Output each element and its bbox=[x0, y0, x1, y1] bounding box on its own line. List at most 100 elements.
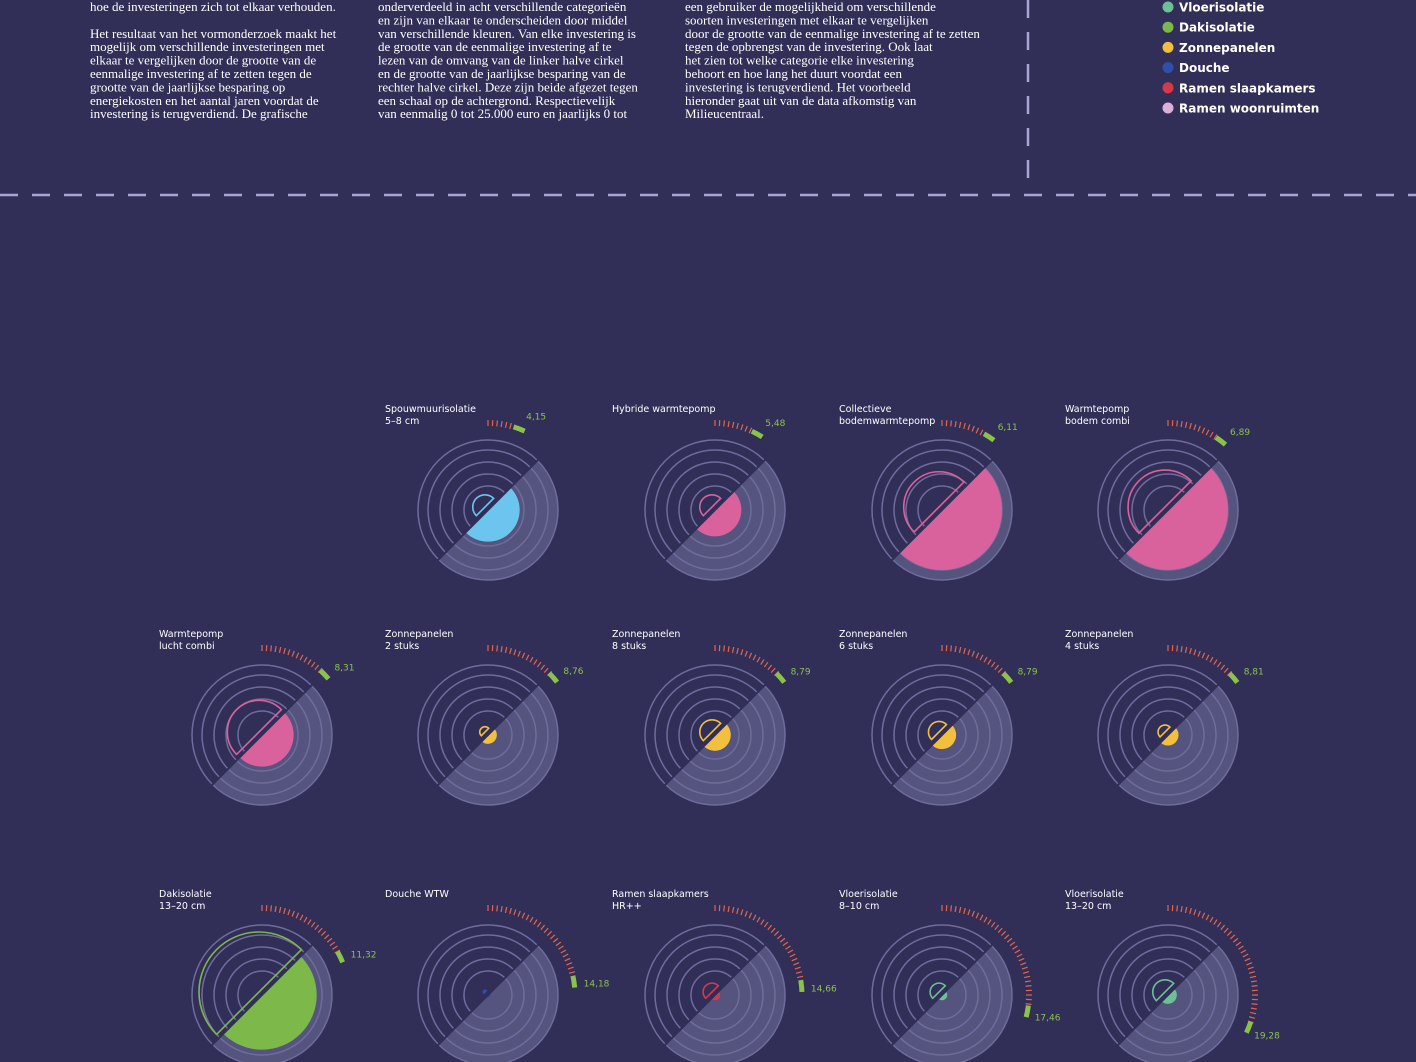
payback-tick bbox=[513, 649, 517, 656]
payback-tick bbox=[1251, 1003, 1258, 1006]
payback-tick bbox=[533, 659, 538, 665]
payback-ticks bbox=[487, 905, 576, 974]
payback-tick bbox=[752, 654, 757, 661]
scale-ring bbox=[881, 674, 1003, 796]
payback-tick bbox=[975, 912, 980, 919]
scale-ring bbox=[678, 473, 752, 547]
payback-tick bbox=[1004, 934, 1010, 940]
payback-tick bbox=[320, 930, 327, 937]
payback-label: 8,76 bbox=[563, 667, 583, 677]
payback-tick bbox=[536, 921, 542, 928]
investment-half bbox=[1152, 979, 1175, 1002]
payback-tick bbox=[564, 957, 571, 962]
saving-half bbox=[1160, 727, 1179, 746]
payback-tick bbox=[727, 906, 730, 913]
payback-tick bbox=[1213, 919, 1218, 925]
payback-tick bbox=[763, 921, 769, 928]
scale-ring bbox=[191, 924, 333, 1062]
payback-tick bbox=[1201, 427, 1206, 434]
payback-tick bbox=[731, 646, 735, 653]
payback-tick bbox=[1213, 434, 1218, 440]
investment-half bbox=[702, 982, 720, 1000]
payback-tick bbox=[529, 656, 534, 663]
scale-ring bbox=[427, 934, 549, 1056]
payback-tick bbox=[517, 910, 521, 917]
payback-tick bbox=[303, 656, 308, 663]
payback-tick bbox=[317, 667, 323, 673]
payback-tick bbox=[983, 656, 988, 663]
payback-tick bbox=[975, 652, 980, 659]
payback-tick bbox=[723, 420, 726, 427]
payback-ticks bbox=[261, 645, 323, 673]
intro-text: door de grootte van de eenmalige investe… bbox=[685, 26, 980, 41]
payback-tick bbox=[760, 659, 765, 665]
payback-tick bbox=[987, 659, 992, 665]
scale-ring bbox=[417, 924, 559, 1062]
payback-arc bbox=[750, 428, 764, 440]
payback-tick bbox=[1180, 421, 1183, 428]
payback-tick bbox=[954, 421, 957, 428]
scale-band bbox=[1118, 945, 1239, 1062]
payback-label: 4,15 bbox=[526, 412, 546, 422]
payback-tick bbox=[517, 650, 521, 657]
payback-tick bbox=[736, 647, 739, 655]
intro-text: een schaal op de achtergrond. Respectiev… bbox=[378, 93, 616, 108]
payback-tick bbox=[979, 914, 984, 921]
payback-tick bbox=[963, 647, 966, 655]
payback-tick bbox=[287, 649, 291, 656]
payback-tick bbox=[736, 422, 739, 430]
glyph-title: Zonnepanelen bbox=[612, 629, 680, 640]
payback-tick bbox=[500, 646, 503, 653]
payback-tick bbox=[521, 652, 526, 659]
scale-ring bbox=[1107, 449, 1229, 571]
glyph-title: Vloerisolatie bbox=[1065, 889, 1124, 900]
payback-tick bbox=[562, 953, 569, 958]
scale-band bbox=[438, 945, 559, 1062]
payback-tick bbox=[1205, 429, 1210, 436]
intro-text: van verschillende kleuren. Van elke inve… bbox=[378, 26, 636, 41]
payback-tick bbox=[740, 424, 744, 431]
scale-ring bbox=[225, 698, 299, 772]
payback-tick bbox=[1193, 649, 1197, 656]
payback-tick bbox=[748, 652, 753, 659]
payback-arc bbox=[335, 950, 345, 964]
glyph: Hybride warmtepomp 5,48 bbox=[612, 404, 786, 581]
scale-ring bbox=[201, 674, 323, 796]
payback-tick bbox=[723, 905, 726, 912]
payback-tick bbox=[299, 914, 304, 921]
payback-tick bbox=[954, 646, 957, 653]
payback-tick bbox=[310, 921, 316, 928]
intro-text: Het resultaat van het vormonderzoek maak… bbox=[90, 26, 337, 41]
diagonal bbox=[663, 683, 767, 787]
scale-ring bbox=[917, 710, 967, 760]
saving-half bbox=[931, 724, 957, 750]
legend-label: Zonnepanelen bbox=[1179, 41, 1275, 55]
payback-tick bbox=[950, 905, 953, 912]
payback-tick bbox=[748, 912, 753, 919]
scale-ring bbox=[1143, 710, 1193, 760]
diagonal bbox=[663, 458, 767, 562]
payback-tick bbox=[540, 924, 546, 931]
investment-half bbox=[929, 982, 947, 1000]
payback-tick bbox=[543, 667, 549, 673]
scale-ring bbox=[905, 958, 979, 1032]
intro-text: en zijn van elkaar te onderscheiden door… bbox=[378, 12, 628, 27]
payback-tick bbox=[1189, 422, 1192, 430]
payback-tick bbox=[971, 425, 975, 432]
payback-tick bbox=[773, 930, 780, 937]
payback-tick bbox=[760, 919, 765, 925]
payback-tick bbox=[270, 905, 273, 912]
saving-half bbox=[938, 991, 948, 1001]
payback-tick bbox=[1238, 945, 1244, 950]
payback-label: 14,66 bbox=[811, 984, 837, 994]
payback-tick bbox=[295, 912, 300, 919]
payback-arc bbox=[774, 671, 787, 684]
payback-tick bbox=[971, 910, 975, 917]
investment-half bbox=[1157, 724, 1172, 739]
payback-tick bbox=[543, 927, 549, 933]
